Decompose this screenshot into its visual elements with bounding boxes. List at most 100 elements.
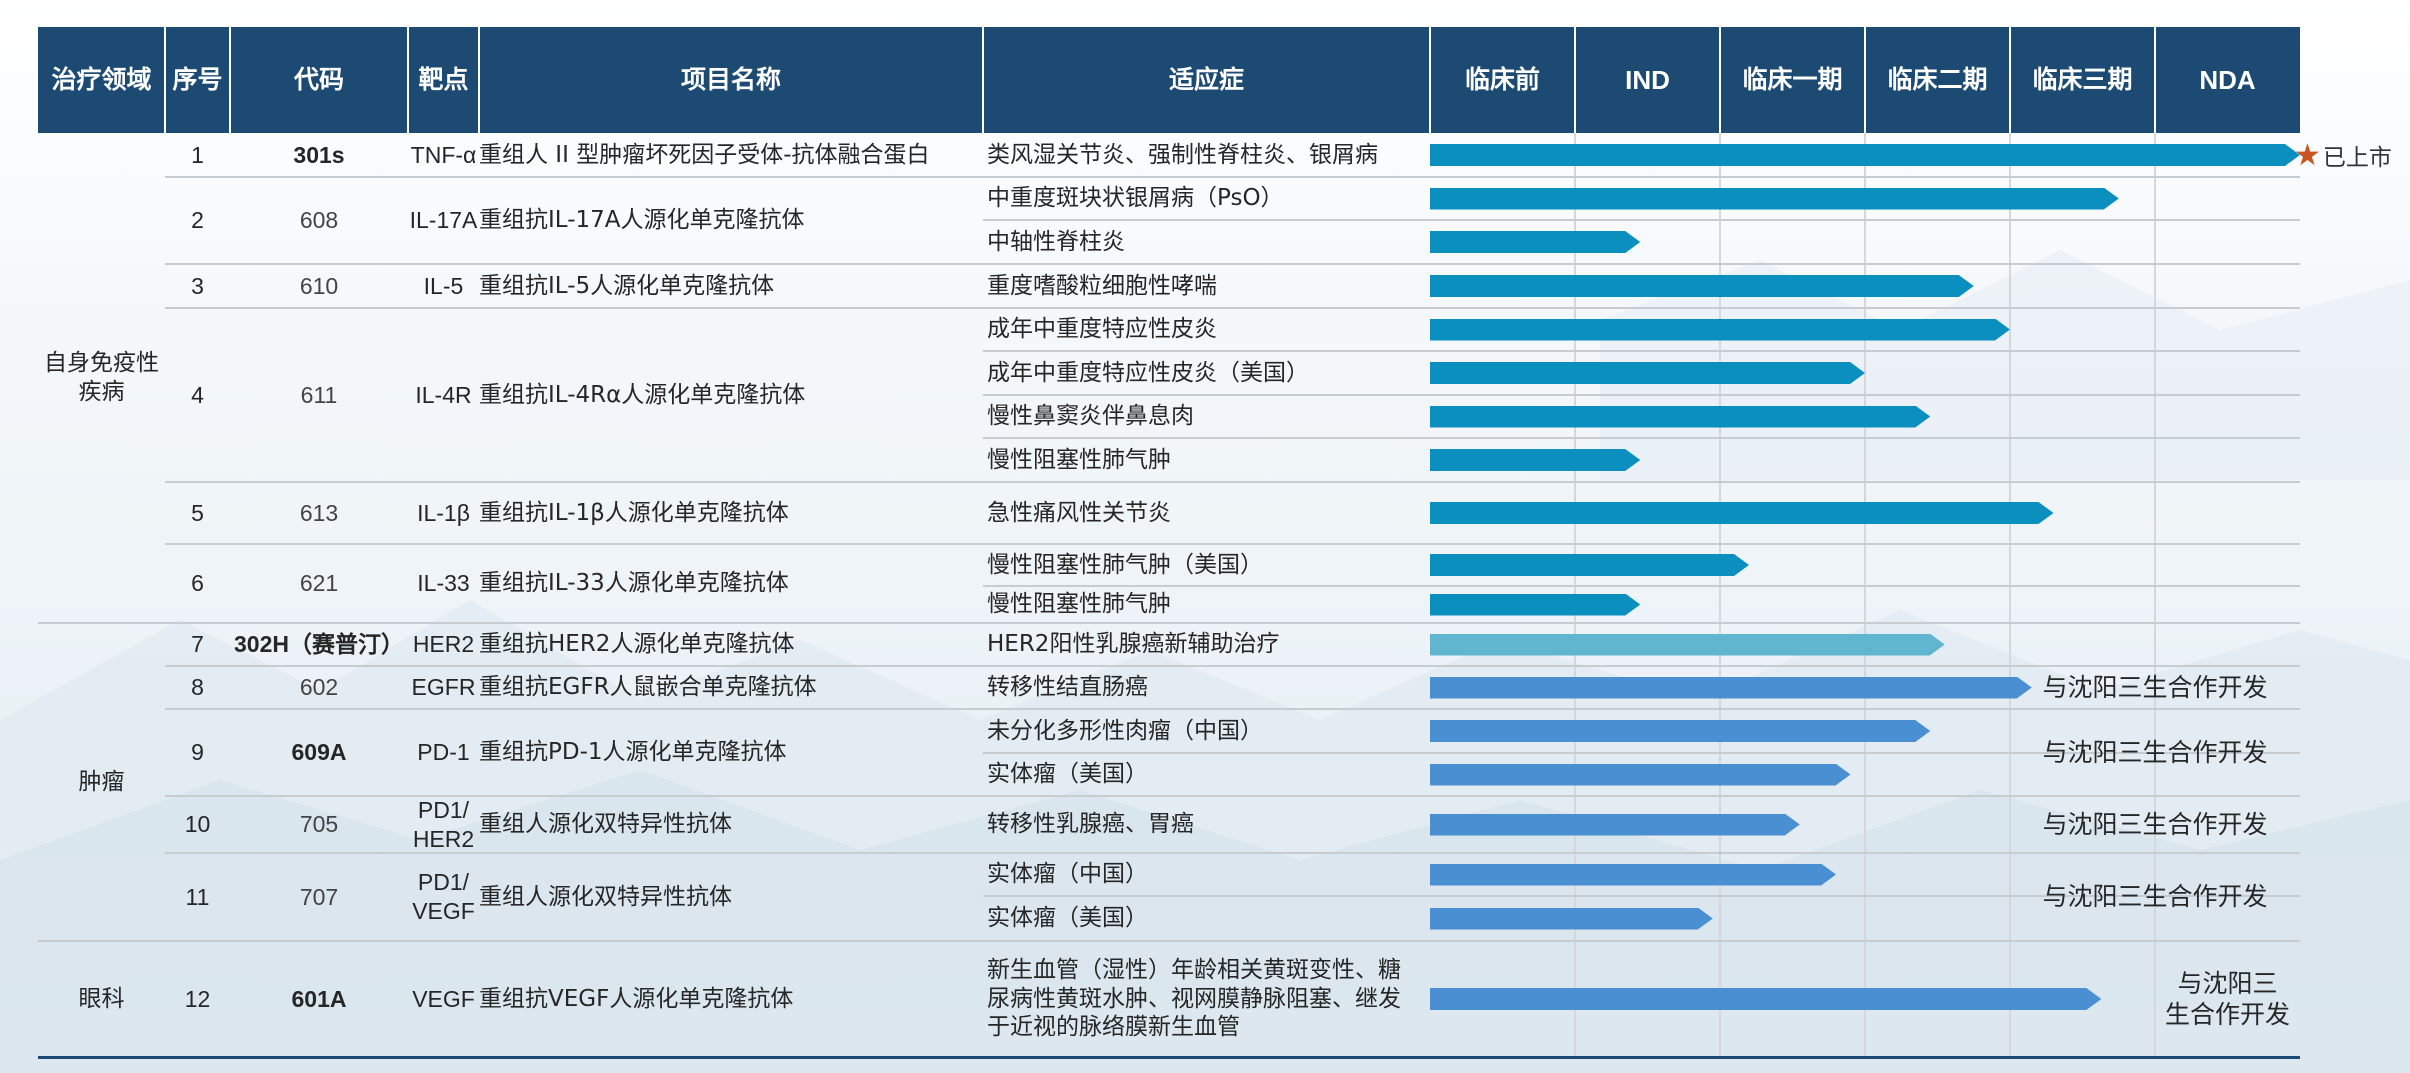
project-name: 重组抗IL-17A人源化单克隆抗体 [479, 207, 805, 234]
indication-label: 转移性结直肠癌 [987, 674, 1148, 701]
project-code: 621 [299, 570, 339, 597]
project-divider [165, 665, 983, 667]
header-phase-4: 临床二期 [1865, 27, 2010, 133]
project-code: 608 [299, 207, 339, 234]
header-domain: 治疗领域 [38, 27, 165, 133]
project-code: 301s [293, 141, 345, 168]
project-target: IL-4R [415, 381, 472, 408]
progress-bar [1430, 634, 1945, 656]
indication-label: 慢性阻塞性肺气肿（美国） [987, 551, 1263, 578]
partnership-note: 与沈阳三生合作开发 [2042, 737, 2268, 767]
therapeutic-area-label: 眼科 [78, 985, 125, 1012]
star-icon: ★ [2294, 137, 2321, 173]
row-divider [983, 752, 2300, 754]
indication-label: 类风湿关节炎、强制性脊柱炎、银屑病 [987, 141, 1378, 168]
project-seq: 12 [184, 985, 211, 1012]
project-seq: 11 [185, 883, 210, 910]
indication-label: 慢性鼻窦炎伴鼻息肉 [987, 403, 1194, 430]
row-divider [983, 437, 2300, 439]
row-divider [983, 219, 2300, 221]
project-code: 601A [291, 985, 347, 1012]
therapeutic-area-label: 肿瘤 [78, 768, 125, 795]
indication-label: 新生血管（湿性）年龄相关黄斑变性、糖 尿病性黄斑水肿、视网膜静脉阻塞、继发 于近… [987, 956, 1401, 1041]
row-divider [983, 263, 2300, 265]
table-bottom-rule [38, 1056, 2300, 1059]
project-seq: 7 [191, 631, 204, 658]
project-name: 重组抗IL-5人源化单克隆抗体 [479, 272, 775, 299]
indication-label: 转移性乳腺癌、胃癌 [987, 811, 1194, 838]
header-divider [1719, 27, 1721, 133]
header-divider [229, 27, 231, 133]
indication-label: 成年中重度特应性皮炎（美国） [987, 359, 1309, 386]
row-divider [983, 622, 2300, 624]
project-divider [38, 622, 983, 624]
progress-bar [1430, 319, 2010, 341]
project-name: 重组抗HER2人源化单克隆抗体 [479, 631, 795, 658]
project-code: 707 [299, 883, 339, 910]
progress-bar [1430, 502, 2054, 524]
project-target: PD1/ VEGF [412, 869, 475, 924]
indication-label: 实体瘤（中国） [987, 861, 1148, 888]
partnership-note: 与沈阳三生合作开发 [2042, 672, 2268, 702]
project-name: 重组抗EGFR人鼠嵌合单克隆抗体 [479, 674, 817, 701]
project-divider [38, 940, 983, 942]
progress-bar [1430, 814, 1800, 836]
progress-bar [1430, 362, 1865, 384]
project-divider [165, 307, 983, 309]
header-seq: 序号 [165, 27, 230, 133]
header-code: 代码 [230, 27, 408, 133]
header-divider [1429, 27, 1431, 133]
project-target: EGFR [411, 674, 476, 701]
header-divider [164, 27, 166, 133]
row-divider [983, 394, 2300, 396]
project-target: IL-33 [417, 570, 470, 597]
project-seq: 5 [191, 499, 204, 526]
project-target: IL-5 [423, 272, 464, 299]
progress-bar [1430, 188, 2119, 210]
project-seq: 1 [191, 141, 204, 168]
project-code: 602 [299, 674, 339, 701]
project-target: IL-17A [409, 207, 478, 234]
project-divider [165, 263, 983, 265]
header-divider [407, 27, 409, 133]
project-name: 重组人源化双特异性抗体 [479, 811, 732, 838]
project-name: 重组抗PD-1人源化单克隆抗体 [479, 739, 787, 766]
header-divider [1864, 27, 1866, 133]
indication-label: 慢性阻塞性肺气肿 [987, 591, 1171, 618]
project-target: PD-1 [417, 739, 470, 766]
therapeutic-area-label: 自身免疫性 疾病 [44, 350, 159, 405]
project-name: 重组抗IL-33人源化单克隆抗体 [479, 570, 789, 597]
progress-bar [1430, 988, 2101, 1010]
progress-bar [1430, 594, 1640, 616]
project-target: TNF-α [410, 141, 477, 168]
project-seq: 8 [191, 674, 204, 701]
project-seq: 3 [191, 272, 204, 299]
project-seq: 10 [184, 811, 211, 838]
row-divider [983, 708, 2300, 710]
indication-label: HER2阳性乳腺癌新辅助治疗 [987, 631, 1280, 658]
launched-label: 已上市 [2322, 145, 2392, 171]
header-phase-3: 临床一期 [1720, 27, 1865, 133]
project-target: PD1/ HER2 [412, 796, 475, 852]
progress-bar [1430, 677, 2032, 699]
progress-bar [1430, 275, 1974, 297]
project-divider [165, 543, 983, 545]
project-target: HER2 [412, 631, 475, 658]
project-code: 705 [299, 811, 339, 838]
progress-bar [1430, 144, 2300, 166]
launched-badge: ★ 已上市 [2294, 133, 2392, 177]
indication-label: 未分化多形性肉瘤（中国） [987, 717, 1263, 744]
project-divider [165, 852, 983, 854]
indication-label: 成年中重度特应性皮炎 [987, 316, 1217, 343]
row-divider [983, 350, 2300, 352]
stage-gridline [2009, 133, 2011, 1057]
indication-label: 实体瘤（美国） [987, 761, 1148, 788]
progress-bar [1430, 864, 1836, 886]
progress-bar [1430, 554, 1749, 576]
partnership-note: 与沈阳三生合作开发 [2042, 882, 2268, 912]
project-seq: 4 [191, 381, 204, 408]
project-name: 重组人 II 型肿瘤坏死因子受体-抗体融合蛋白 [479, 141, 930, 168]
row-divider [983, 852, 2300, 854]
header-target: 靶点 [408, 27, 479, 133]
